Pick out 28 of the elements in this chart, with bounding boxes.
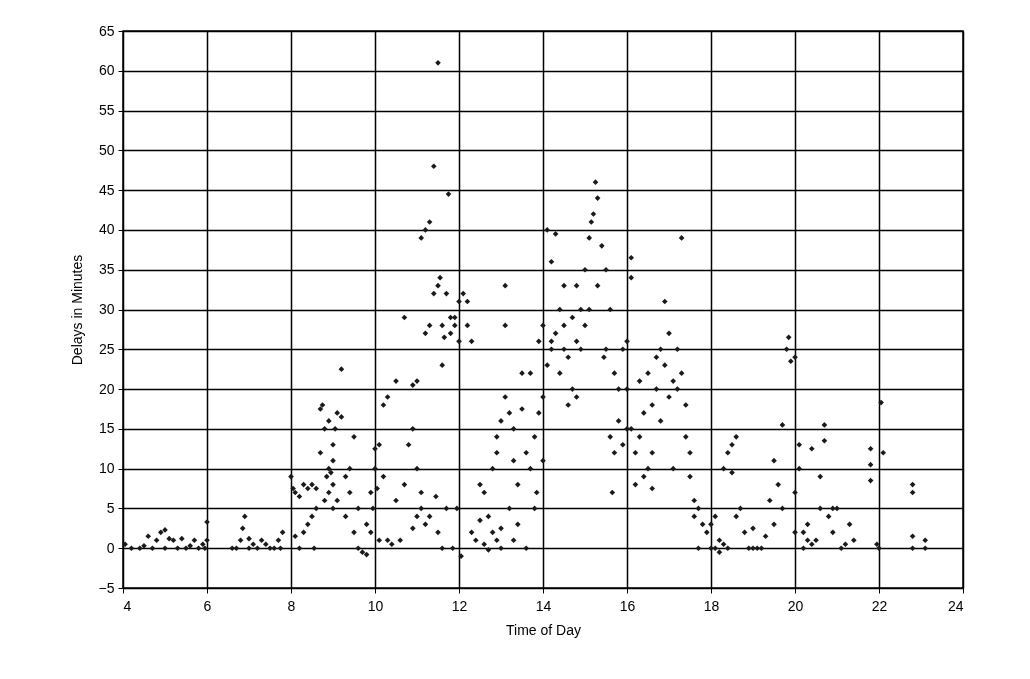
y-tick-label: 15: [98, 420, 115, 437]
x-tick-label: 4: [123, 597, 132, 614]
y-tick-label: 55: [98, 102, 115, 119]
y-tick-label: 60: [98, 62, 115, 79]
x-tick-label: 12: [451, 597, 468, 614]
x-tick-label: 18: [703, 597, 720, 614]
x-tick-label: 10: [367, 597, 384, 614]
x-tick-label: 22: [871, 597, 888, 614]
y-tick-label: 35: [98, 261, 115, 278]
y-tick-label: 25: [98, 340, 115, 357]
y-tick-label: 10: [98, 460, 115, 477]
x-tick-label: 6: [203, 597, 212, 614]
y-tick-label: 45: [98, 181, 115, 198]
y-tick-label: 5: [106, 499, 115, 516]
y-tick-label: 50: [98, 141, 115, 158]
y-tick-label: −5: [98, 579, 115, 596]
x-tick-label: 16: [619, 597, 636, 614]
y-tick-label: 30: [98, 301, 115, 317]
y-tick-label: 40: [98, 221, 115, 238]
x-axis-title: Time of Day: [506, 621, 581, 638]
x-tick-label: 14: [535, 597, 552, 614]
y-tick-label: 0: [106, 539, 115, 556]
x-tick-label: 20: [787, 597, 804, 614]
y-tick-label: 65: [98, 22, 115, 39]
y-tick-label: 20: [98, 380, 115, 397]
y-axis-title: Delays in Minutes: [68, 254, 85, 366]
x-tick-label: 8: [287, 597, 296, 614]
x-tick-label: 24: [947, 597, 964, 614]
